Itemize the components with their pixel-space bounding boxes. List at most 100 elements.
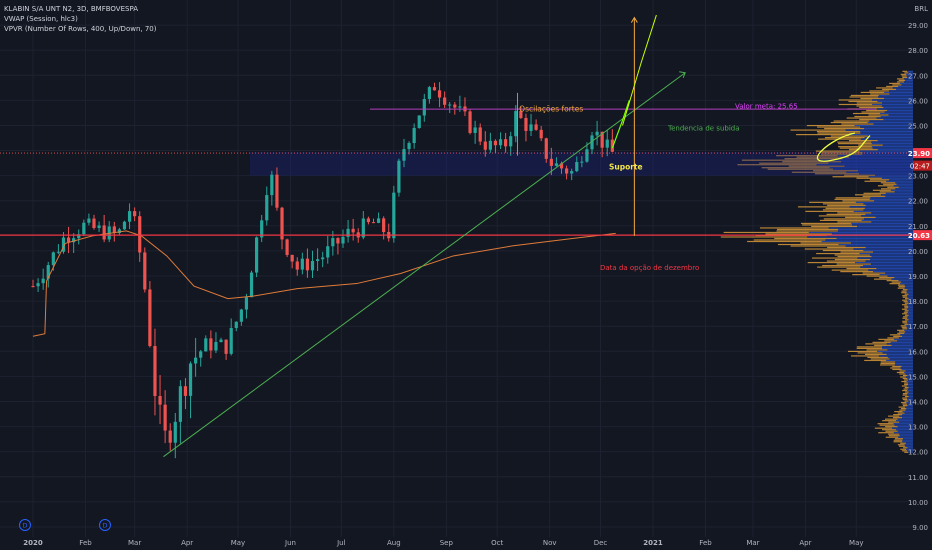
volume-bar-sell — [845, 216, 876, 219]
volume-bar-buy — [894, 277, 913, 279]
volume-bar-buy — [870, 258, 913, 261]
volume-bar-buy — [872, 99, 913, 101]
volume-bar-buy — [871, 221, 913, 223]
volume-bar-buy — [833, 168, 913, 170]
volume-bar-buy — [908, 391, 913, 393]
volume-bar-buy — [906, 308, 913, 310]
candle-body — [275, 174, 279, 208]
volume-bar-buy — [907, 296, 913, 298]
volume-bar-sell — [838, 103, 873, 106]
volume-bar-sell — [859, 106, 884, 109]
candle-body — [310, 260, 315, 271]
volume-bar-buy — [906, 325, 913, 327]
volume-bar-sell — [832, 176, 869, 178]
volume-bar-sell — [900, 448, 907, 450]
candle-body — [392, 192, 396, 239]
volume-bar-sell — [869, 90, 890, 92]
volume-bar-sell — [858, 144, 883, 146]
volume-bar-sell — [897, 284, 905, 286]
volume-bar-sell — [774, 237, 837, 240]
volume-bar-sell — [776, 230, 838, 232]
volume-bar-sell — [900, 442, 906, 444]
vwap-line — [32, 230, 616, 337]
candle-body — [565, 168, 569, 174]
candle-body — [326, 246, 330, 258]
volume-bar-sell — [902, 320, 908, 322]
volume-bar-sell — [815, 150, 860, 152]
volume-bar-sell — [902, 392, 908, 395]
volume-bar-sell — [904, 382, 909, 384]
volume-bar-buy — [899, 415, 913, 417]
volume-bar-buy — [862, 153, 913, 155]
volume-bar-buy — [885, 192, 913, 194]
dividend-marker[interactable] — [99, 519, 111, 531]
volume-bar-buy — [859, 252, 913, 255]
volume-bar-sell — [904, 386, 909, 389]
volume-bar-buy — [845, 245, 913, 247]
volume-bar-buy — [907, 394, 913, 396]
volume-bar-buy — [863, 264, 913, 267]
x-tick-label: Sep — [440, 539, 454, 547]
volume-bar-buy — [879, 112, 913, 115]
volume-bar-sell — [905, 319, 909, 321]
volume-bar-sell — [805, 210, 854, 212]
volume-bar-buy — [901, 281, 913, 283]
volume-bar-buy — [878, 355, 913, 357]
volume-bar-buy — [907, 317, 913, 319]
volume-bar-buy — [872, 103, 913, 106]
dividend-marker[interactable] — [19, 519, 31, 531]
volume-bar-sell — [723, 231, 809, 234]
volume-bar-sell — [902, 374, 908, 377]
y-tick-label: 26.00 — [908, 97, 928, 105]
volume-bar-buy — [838, 228, 913, 231]
volume-bar-buy — [903, 438, 913, 440]
volume-bar-buy — [837, 230, 913, 232]
volume-bar-sell — [877, 185, 894, 187]
candle-body — [285, 239, 289, 255]
volume-bar-sell — [865, 353, 887, 356]
volume-bar-sell — [897, 332, 905, 334]
volume-bar-buy — [900, 283, 913, 285]
volume-bar-buy — [880, 115, 913, 118]
trend-line[interactable] — [163, 72, 686, 458]
volume-bar-sell — [902, 405, 908, 407]
volume-bar-buy — [904, 332, 913, 334]
volume-bar-buy — [906, 292, 913, 294]
volume-bar-sell — [902, 296, 908, 298]
volume-bar-buy — [906, 304, 913, 306]
volume-bar-buy — [857, 225, 913, 228]
candle-body — [87, 218, 91, 223]
volume-bar-buy — [882, 346, 913, 348]
candle-body — [412, 127, 416, 144]
candle-body — [554, 163, 559, 166]
volume-bar-sell — [894, 438, 904, 440]
volume-bar-buy — [904, 81, 913, 83]
volume-bar-buy — [906, 450, 913, 452]
volume-bar-buy — [905, 445, 913, 447]
candle-body — [336, 238, 340, 244]
volume-bar-sell — [885, 430, 898, 432]
volume-bar-sell — [816, 130, 861, 133]
candle-body — [417, 115, 421, 128]
volume-bar-buy — [881, 105, 913, 107]
volume-bar-sell — [897, 287, 905, 289]
volume-bar-sell — [761, 167, 830, 169]
volume-bar-sell — [904, 72, 909, 74]
volume-bar-sell — [737, 164, 817, 166]
candle-body — [529, 124, 533, 131]
volume-bar-buy — [877, 149, 913, 151]
volume-bar-sell — [904, 400, 909, 402]
volume-bar-sell — [903, 311, 908, 313]
volume-bar-sell — [831, 269, 869, 271]
volume-bar-sell — [900, 376, 906, 378]
volume-bar-buy — [886, 343, 913, 345]
volume-bar-buy — [807, 236, 913, 238]
volume-bar-sell — [817, 132, 861, 134]
volume-bar-buy — [868, 176, 913, 178]
volume-bar-buy — [886, 359, 913, 362]
volume-bar-buy — [893, 423, 913, 425]
volume-bar-sell — [826, 213, 866, 215]
volume-bar-sell — [886, 85, 899, 88]
volume-bar-buy — [841, 161, 913, 163]
